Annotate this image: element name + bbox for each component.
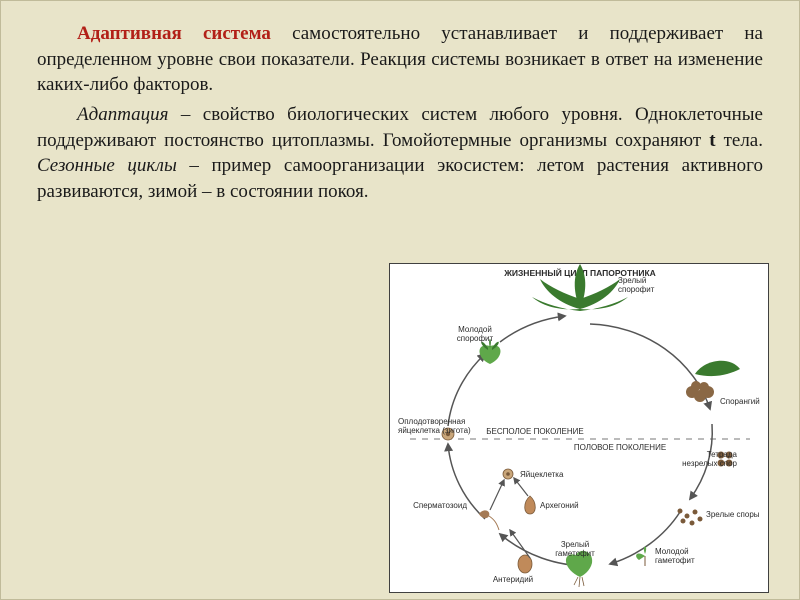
paragraph-2: Адаптация – свойство биологических систе… — [37, 102, 763, 205]
paragraph-2b: тела. — [716, 130, 763, 151]
node-zygote: Оплодотвореннаяяйцеклетка (зигота) — [398, 417, 471, 440]
label-egg: Яйцеклетка — [520, 470, 564, 479]
term-adaptive-system: Адаптивная система — [77, 23, 271, 44]
label-zygote: Оплодотвореннаяяйцеклетка (зигота) — [398, 417, 471, 435]
node-tetrad: Тетраданезрелых спор — [682, 450, 737, 468]
lifecycle-diagram: ЖИЗНЕННЫЙ ЦИКЛ ПАПОРОТНИКА БЕСПОЛОЕ ПОКО… — [389, 263, 769, 593]
paragraph-1: Адаптивная система самостоятельно устана… — [37, 21, 763, 98]
label-spermatozoid: Сперматозоид — [413, 501, 467, 510]
node-mature-spores: Зрелые споры — [678, 509, 760, 526]
slide-container: Адаптивная система самостоятельно устана… — [0, 0, 800, 600]
label-young-gametophyte: Молодойгаметофит — [655, 547, 695, 565]
term-seasonal-cycles: Сезонные циклы — [37, 155, 177, 176]
label-mature-gametophyte: Зрелыйгаметофит — [555, 540, 595, 558]
label-mature-sporophyte: Зрелыйспорофит — [618, 276, 655, 294]
node-egg: Яйцеклетка — [503, 469, 564, 479]
label-antheridium: Антеридий — [493, 575, 533, 584]
band-sexual: ПОЛОВОЕ ПОКОЛЕНИЕ — [574, 443, 666, 452]
label-archegonium: Архегоний — [540, 501, 579, 510]
label-sporangium: Спорангий — [720, 397, 760, 406]
node-sporangium: Спорангий — [686, 361, 760, 406]
node-young-sporophyte: Молодойспорофит — [457, 325, 501, 364]
lifecycle-svg: ЖИЗНЕННЫЙ ЦИКЛ ПАПОРОТНИКА БЕСПОЛОЕ ПОКО… — [390, 264, 769, 593]
node-spermatozoid: Сперматозоид — [413, 501, 499, 530]
node-antheridium: Антеридий — [493, 555, 533, 584]
label-young-sporophyte: Молодойспорофит — [457, 325, 494, 343]
label-mature-spores: Зрелые споры — [706, 510, 760, 519]
label-tetrad: Тетраданезрелых спор — [682, 450, 737, 468]
term-adaptation: Адаптация — [77, 104, 169, 125]
node-young-gametophyte: Молодойгаметофит — [636, 547, 695, 567]
band-asexual: БЕСПОЛОЕ ПОКОЛЕНИЕ — [486, 427, 583, 436]
node-archegonium: Архегоний — [525, 496, 579, 514]
